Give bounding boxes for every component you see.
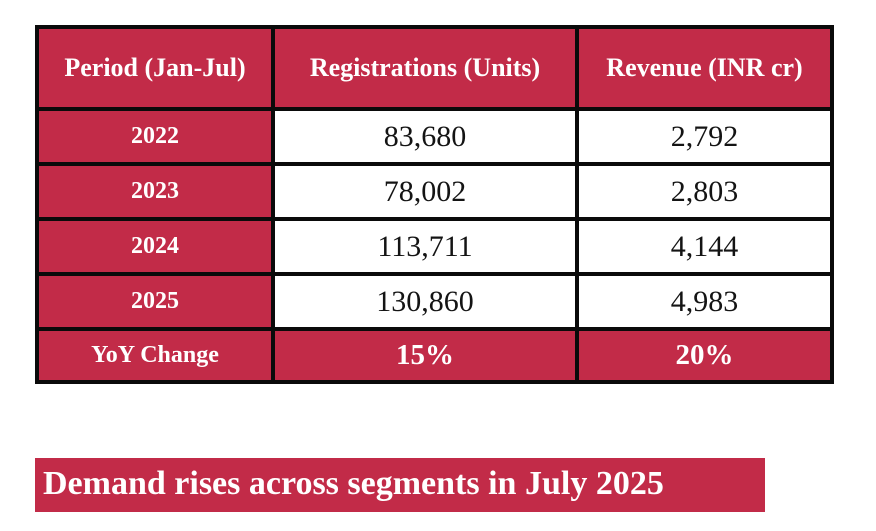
yoy-change-row: YoY Change 15% 20%: [35, 327, 834, 384]
registrations-cell: 83,680: [271, 107, 579, 166]
table-row-2022: 2022 83,680 2,792: [35, 107, 834, 166]
revenue-cell: 2,803: [575, 162, 834, 221]
table-row-2023: 2023 78,002 2,803: [35, 162, 834, 221]
column-header-revenue: Revenue (INR cr): [575, 25, 834, 111]
yoy-registrations-cell: 15%: [271, 327, 579, 384]
registrations-cell: 78,002: [271, 162, 579, 221]
headline-banner: Demand rises across segments in July 202…: [35, 458, 765, 512]
revenue-cell: 4,983: [575, 272, 834, 331]
table-row-2025: 2025 130,860 4,983: [35, 272, 834, 331]
table-row-2024: 2024 113,711 4,144: [35, 217, 834, 276]
period-cell: 2025: [35, 272, 275, 331]
period-cell: 2024: [35, 217, 275, 276]
registrations-cell: 113,711: [271, 217, 579, 276]
header-row: Period (Jan-Jul) Registrations (Units) R…: [35, 25, 834, 111]
column-header-registrations: Registrations (Units): [271, 25, 579, 111]
registrations-revenue-table: Period (Jan-Jul) Registrations (Units) R…: [35, 25, 834, 384]
registrations-cell: 130,860: [271, 272, 579, 331]
period-cell: 2023: [35, 162, 275, 221]
headline-text: Demand rises across segments in July 202…: [43, 465, 664, 502]
yoy-revenue-cell: 20%: [575, 327, 834, 384]
column-header-period: Period (Jan-Jul): [35, 25, 275, 111]
revenue-cell: 4,144: [575, 217, 834, 276]
revenue-cell: 2,792: [575, 107, 834, 166]
yoy-label-cell: YoY Change: [35, 327, 275, 384]
period-cell: 2022: [35, 107, 275, 166]
